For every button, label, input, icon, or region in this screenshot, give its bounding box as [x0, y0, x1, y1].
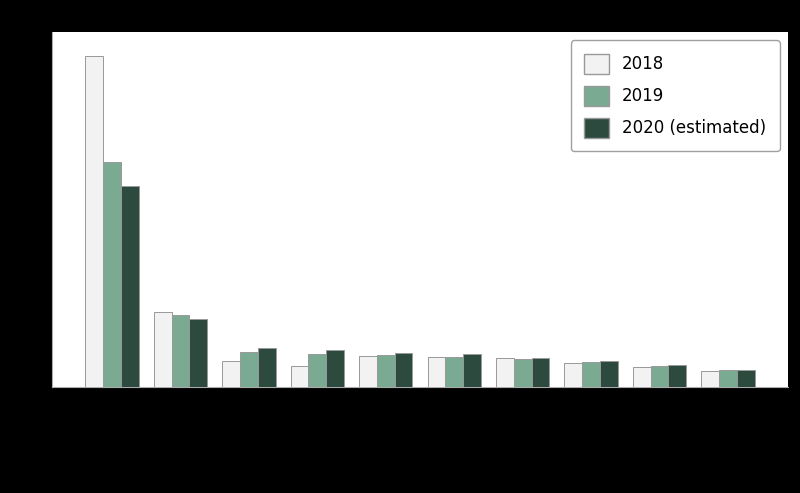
Bar: [463, 354, 481, 387]
Bar: [121, 186, 139, 387]
Bar: [377, 354, 394, 387]
Bar: [650, 366, 668, 387]
Bar: [514, 359, 531, 387]
Bar: [564, 363, 582, 387]
Bar: [531, 358, 550, 387]
Bar: [446, 357, 463, 387]
Bar: [309, 354, 326, 387]
Bar: [222, 361, 240, 387]
Bar: [633, 367, 650, 387]
Bar: [600, 361, 618, 387]
Bar: [427, 357, 446, 387]
Bar: [359, 356, 377, 387]
Text: ($Billion): ($Billion): [45, 6, 113, 21]
Legend: 2018, 2019, 2020 (estimated): 2018, 2019, 2020 (estimated): [570, 40, 780, 151]
Bar: [582, 362, 600, 387]
Bar: [496, 358, 514, 387]
Bar: [737, 370, 754, 387]
Bar: [326, 350, 344, 387]
Bar: [86, 56, 103, 387]
Bar: [668, 365, 686, 387]
Bar: [240, 352, 258, 387]
Bar: [719, 370, 737, 387]
Bar: [290, 366, 309, 387]
Bar: [103, 162, 121, 387]
Bar: [172, 315, 190, 387]
Bar: [394, 353, 413, 387]
Bar: [190, 319, 207, 387]
Bar: [701, 371, 719, 387]
Bar: [154, 312, 172, 387]
Bar: [258, 348, 276, 387]
